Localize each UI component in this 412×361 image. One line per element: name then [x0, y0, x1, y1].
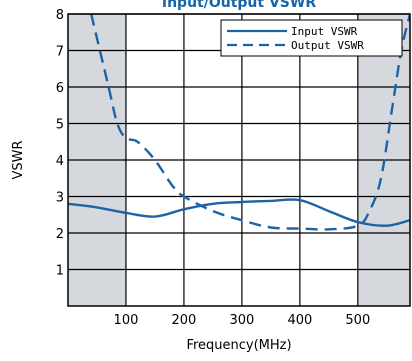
- legend: Input VSWR Output VSWR: [221, 20, 402, 56]
- y-tick-label-8: 8: [56, 8, 64, 23]
- x-tick-label-300: 300: [229, 313, 254, 328]
- legend-entry-output: Output VSWR: [291, 39, 364, 52]
- y-tick-label-5: 5: [56, 118, 64, 133]
- x-tick-label-200: 200: [172, 313, 197, 328]
- y-tick-label-7: 7: [56, 45, 64, 60]
- x-tick-label-400: 400: [287, 313, 312, 328]
- y-tick-label-4: 4: [56, 154, 64, 169]
- x-axis-label: Frequency(MHz): [186, 338, 291, 353]
- chart-title: Input/Output VSWR: [162, 0, 316, 11]
- legend-entry-input: Input VSWR: [291, 25, 358, 38]
- x-tick-label-500: 500: [345, 313, 370, 328]
- y-tick-label-6: 6: [56, 81, 64, 96]
- y-tick-label-3: 3: [56, 191, 64, 206]
- x-tick-label-100: 100: [114, 313, 139, 328]
- y-tick-label-2: 2: [56, 227, 64, 242]
- y-axis-label: VSWR: [11, 140, 26, 179]
- y-tick-label-1: 1: [56, 264, 64, 279]
